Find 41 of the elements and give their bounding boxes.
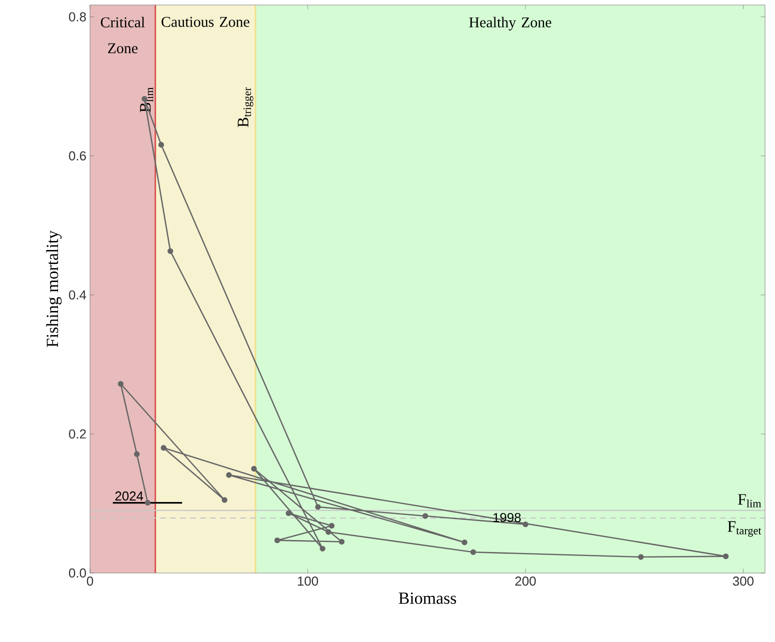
ref-line-label: F$_{target}$ (728, 521, 762, 537)
point (328, 522, 335, 529)
point (722, 553, 729, 560)
x-tick-label: 0 (86, 576, 94, 586)
y-tick-label: 0.8 (68, 12, 86, 22)
x-tick-label: 200 (515, 576, 536, 586)
point (422, 513, 428, 519)
band-label: Healthy Zone (469, 16, 552, 30)
point (222, 497, 228, 503)
point (118, 381, 124, 387)
y-tick-label: 0.0 (68, 568, 86, 578)
point (326, 529, 332, 535)
point (274, 537, 280, 544)
point (462, 540, 468, 546)
point (470, 549, 476, 555)
point (638, 554, 644, 560)
point (251, 466, 257, 472)
point (168, 248, 174, 254)
y-tick-label: 0.6 (68, 151, 86, 160)
annotation: 1998 (493, 512, 521, 522)
y-tick-label: 0.2 (68, 429, 86, 439)
y-tick-label: 0.4 (68, 290, 86, 300)
ref-line-label: B$_{trigger}$ (238, 87, 254, 128)
point (522, 521, 528, 528)
point (160, 445, 166, 451)
point (286, 510, 292, 516)
point (338, 538, 345, 545)
annotation: 2024 (115, 491, 144, 501)
band-label: Cautious Zone (162, 16, 250, 27)
x-tick-label: 300 (732, 576, 754, 586)
point (226, 472, 232, 478)
y-axis-title: Fishing mortality (46, 230, 62, 348)
x-tick-label: 100 (298, 576, 318, 586)
point (320, 546, 326, 552)
point (134, 451, 140, 457)
ref-line-label: F$_{lim}$ (738, 494, 762, 508)
band-label: Critical Zone (100, 16, 145, 54)
point (158, 142, 164, 148)
x-axis-title: Biomass (398, 592, 456, 604)
point (144, 500, 151, 506)
point (315, 504, 321, 510)
